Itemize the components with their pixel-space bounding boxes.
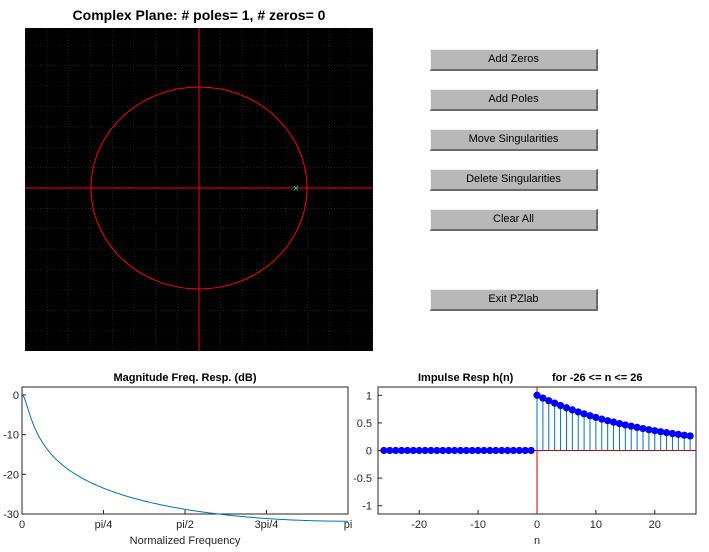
impulse-stem-marker (680, 431, 688, 439)
impulse-stem-marker (474, 446, 482, 455)
impulse-stem-marker (598, 415, 606, 423)
pole-marker[interactable]: × (293, 183, 299, 195)
impulse-stem-marker (468, 446, 476, 455)
magnitude-xtick-label: 3pi/4 (255, 519, 279, 531)
pz-plot[interactable]: × (25, 28, 373, 351)
impulse-stem-marker (392, 446, 400, 455)
impulse-stem-marker (609, 418, 618, 426)
magnitude-chart: 0-10-20-300 pi/4 pi/2 3pi/4 pi Normalized Fr… (3, 386, 353, 547)
impulse-stem-marker (668, 429, 677, 438)
impulse-ytick-label: -1 (362, 501, 372, 513)
magnitude-ytick-label: -10 (3, 430, 19, 442)
impulse-stem-marker (568, 406, 576, 414)
impulse-stem-marker (533, 391, 541, 399)
impulse-stem-marker (545, 397, 553, 405)
impulse-stem-marker (427, 446, 435, 455)
impulse-xtick-label: 10 (590, 519, 602, 531)
magnitude-chart-title: Magnitude Freq. Resp. (dB) (113, 372, 257, 384)
magnitude-xtick-label: pi (344, 519, 353, 531)
impulse-stem-marker (462, 446, 470, 455)
unit-circle (90, 86, 308, 290)
magnitude-ytick-label: -20 (3, 469, 19, 481)
impulse-stem-marker (498, 446, 506, 455)
impulse-stem-marker (651, 427, 659, 435)
impulse-stem-marker (503, 446, 512, 455)
impulse-stem-marker (580, 410, 588, 418)
impulse-xtick-label: 0 (534, 519, 540, 531)
impulse-stem-marker (627, 422, 635, 430)
impulse-stem-marker (439, 446, 447, 455)
impulse-stem-marker (674, 430, 682, 438)
impulse-chart: 1 0.5 0 -0.5 -1 -20 -10 0 10 20 n (353, 386, 697, 547)
impulse-stem-marker (686, 432, 694, 440)
add-zeros-button[interactable]: Add Zeros (430, 49, 598, 71)
impulse-xlabel: n (534, 535, 540, 547)
impulse-xtick-label: -20 (411, 519, 427, 531)
impulse-stem-marker (397, 446, 406, 455)
impulse-stem-marker (592, 413, 600, 422)
impulse-stem-marker (492, 446, 500, 455)
impulse-ytick-label: 1 (366, 390, 372, 402)
impulse-ytick-label: -0.5 (353, 473, 372, 485)
impulse-stem-marker (421, 446, 429, 455)
move-singularities-button[interactable]: Move Singularities (430, 129, 598, 151)
impulse-stem-marker (645, 426, 653, 434)
impulse-stem-marker (556, 401, 565, 410)
impulse-stem-marker (562, 404, 571, 412)
impulse-stem-marker (639, 424, 647, 433)
impulse-stem-marker (527, 446, 535, 455)
magnitude-plot-area (21, 386, 349, 515)
impulse-stem-marker (380, 446, 388, 455)
impulse-stem-marker (574, 408, 582, 416)
delete-singularities-button[interactable]: Delete Singularities (430, 169, 598, 191)
impulse-stem-marker (433, 446, 441, 455)
magnitude-xtick-label: 0 (19, 519, 25, 531)
impulse-stem-marker (480, 446, 488, 455)
impulse-ytick-label: 0.5 (357, 418, 372, 430)
magnitude-xtick-label: pi/2 (176, 519, 194, 531)
impulse-stem-marker (551, 399, 559, 407)
magnitude-xlabel: Normalized Frequency (130, 535, 241, 547)
impulse-stem-marker (445, 446, 453, 455)
impulse-stem-marker (621, 421, 629, 429)
impulse-xtick-label: 20 (649, 519, 661, 531)
impulse-xtick-label: -10 (470, 519, 486, 531)
impulse-stem-marker (515, 446, 523, 455)
impulse-stem-marker (604, 417, 612, 425)
impulse-stem-marker (450, 446, 459, 455)
impulse-ytick-label: 0 (366, 446, 372, 458)
magnitude-xtick-label: pi/4 (95, 519, 113, 531)
impulse-stem-marker (386, 446, 394, 455)
impulse-stem-marker (615, 419, 624, 428)
impulse-stem-marker (521, 446, 529, 455)
magnitude-ytick-label: -30 (3, 509, 19, 521)
impulse-stem-marker (586, 412, 594, 420)
impulse-chart-title: Impulse Resp h(n) (418, 372, 514, 384)
magnitude-line (21, 394, 348, 522)
impulse-stem-marker (409, 446, 417, 455)
impulse-stem-marker (633, 423, 641, 432)
add-poles-button[interactable]: Add Poles (430, 89, 598, 111)
impulse-stem-marker (415, 446, 423, 455)
exit-pzlab-button[interactable]: Exit PZlab (430, 289, 598, 311)
pz-plot-title: Complex Plane: # poles= 1, # zeros= 0 (72, 7, 326, 23)
clear-all-button[interactable]: Clear All (430, 209, 598, 231)
impulse-stem-marker (662, 429, 671, 437)
impulse-stem-marker (657, 428, 665, 436)
impulse-stem-marker (539, 394, 547, 402)
impulse-chart-range: for -26 <= n <= 26 (552, 372, 643, 384)
impulse-stem-marker (456, 446, 465, 455)
impulse-stem-marker (403, 446, 412, 455)
impulse-stem-marker (509, 446, 518, 455)
magnitude-ytick-label: 0 (13, 390, 19, 402)
impulse-stem-marker (486, 446, 494, 455)
